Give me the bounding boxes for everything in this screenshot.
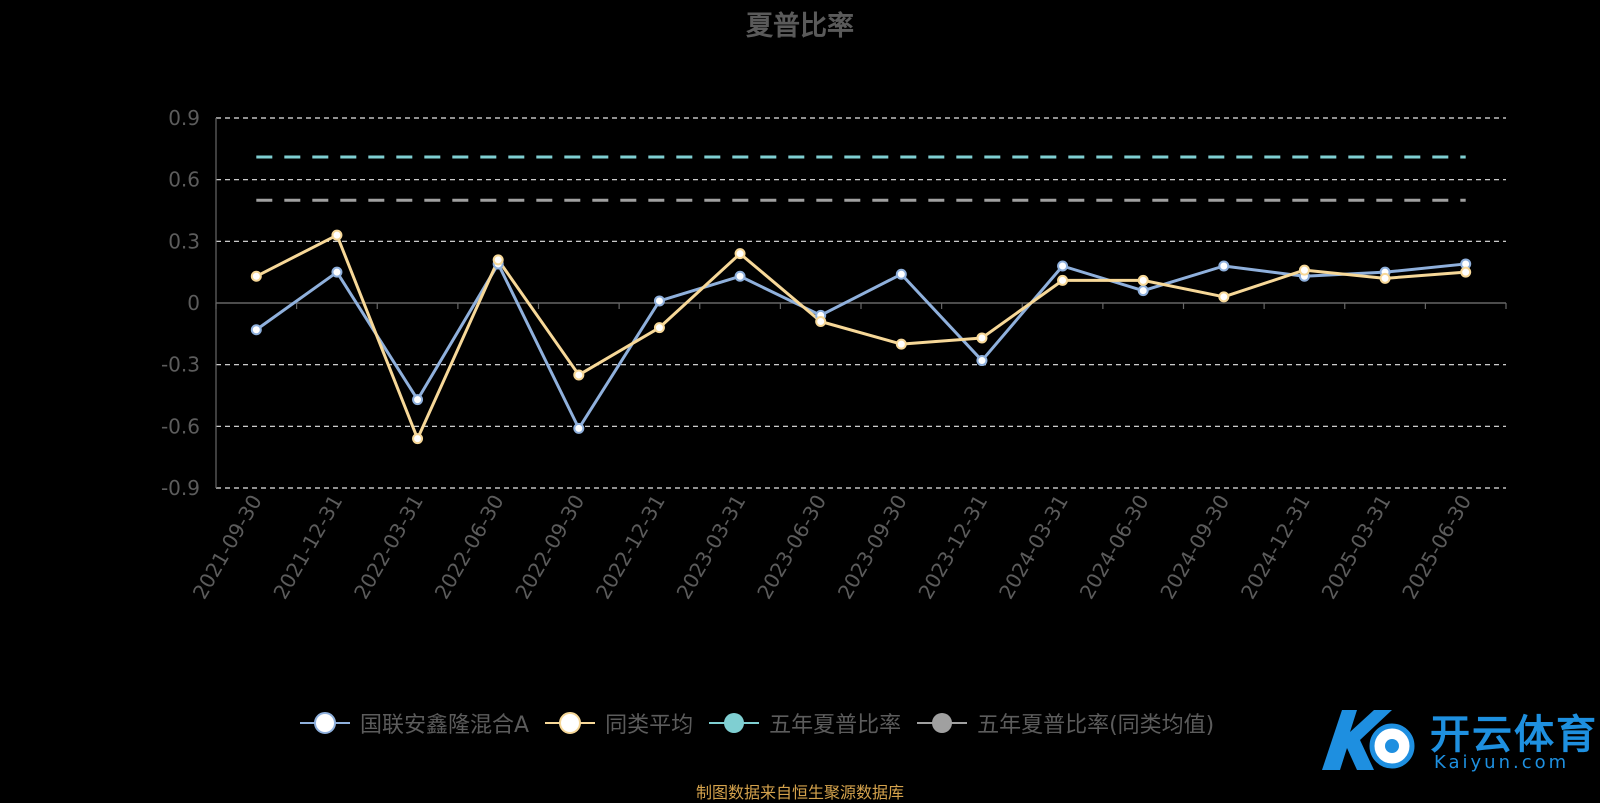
- x-tick-label: 2023-12-31: [913, 491, 992, 604]
- y-tick-label: 0.6: [168, 168, 200, 192]
- x-tick-label: 2022-03-31: [349, 491, 428, 604]
- data-point: [412, 433, 424, 445]
- legend-label: 五年夏普比率(同类均值): [977, 713, 1215, 738]
- legend-label: 国联安鑫隆混合A: [360, 713, 530, 738]
- x-tick-label: 2025-06-30: [1397, 491, 1476, 604]
- data-point: [250, 270, 262, 282]
- series-layer: [255, 155, 1466, 441]
- y-tick-label: -0.3: [161, 353, 200, 377]
- legend-line-circle-icon: [300, 712, 350, 734]
- x-tick-label: 2023-06-30: [752, 491, 831, 604]
- legend-label: 五年夏普比率: [769, 713, 902, 738]
- x-tick-label: 2024-12-31: [1236, 491, 1315, 604]
- x-tick-label: 2024-09-30: [1155, 491, 1234, 604]
- legend-item-five-year-sharpe-peer[interactable]: 五年夏普比率(同类均值): [917, 707, 1214, 739]
- grid-layer: [216, 117, 1506, 489]
- legend-item-five-year-sharpe[interactable]: 五年夏普比率: [709, 707, 901, 739]
- x-tick-label: 2022-12-31: [591, 491, 670, 604]
- legend-line-circle-icon: [709, 713, 760, 733]
- data-point: [1218, 291, 1230, 303]
- series-line-0: [255, 262, 1466, 430]
- data-point: [976, 332, 988, 344]
- data-point: [653, 295, 665, 307]
- data-point: [895, 338, 907, 350]
- y-tick-label: -0.6: [161, 414, 200, 438]
- data-point: [734, 270, 746, 282]
- watermark-brand: 开云体育: [1430, 712, 1598, 758]
- legend-item-peer-average[interactable]: 同类平均: [545, 707, 693, 739]
- y-tick-label: -0.9: [161, 476, 200, 500]
- data-point: [250, 324, 262, 336]
- y-tick-label: 0: [187, 291, 200, 315]
- data-point: [573, 422, 585, 434]
- source-note: 制图数据来自恒生聚源数据库: [695, 783, 904, 802]
- x-tick-label: 2023-09-30: [833, 491, 912, 604]
- x-tick-label: 2021-09-30: [188, 491, 267, 604]
- x-tick-label: 2021-12-31: [268, 491, 347, 604]
- y-tick-label: 0.9: [168, 106, 200, 130]
- x-tick-label: 2023-03-31: [671, 491, 750, 604]
- legend-line-circle-icon: [917, 713, 968, 733]
- legend-item-fund[interactable]: 国联安鑫隆混合A: [300, 707, 529, 739]
- data-point: [1379, 272, 1391, 284]
- data-point: [734, 248, 746, 260]
- legend-label: 同类平均: [605, 713, 694, 738]
- legend-line-circle-icon: [545, 712, 596, 734]
- chart-title: 夏普比率: [746, 11, 854, 42]
- watermark-logo: 开云体育 Kaiyun.com: [1312, 700, 1600, 785]
- x-tick-label: 2022-09-30: [510, 491, 589, 604]
- kaiyun-logo-icon: [1322, 710, 1415, 770]
- data-point: [1057, 274, 1069, 286]
- data-point: [1057, 260, 1069, 272]
- data-point: [331, 229, 343, 241]
- data-point: [1218, 260, 1230, 272]
- legend: 国联安鑫隆混合A 同类平均 五年夏普比率 五年夏普比率(同类均值): [300, 708, 1230, 738]
- data-point: [573, 369, 585, 381]
- x-tick-label: 2022-06-30: [430, 491, 509, 604]
- data-point: [1137, 274, 1149, 286]
- data-point: [1137, 285, 1149, 297]
- data-point: [653, 322, 665, 334]
- data-point: [976, 355, 988, 367]
- watermark-domain: Kaiyun.com: [1434, 752, 1570, 773]
- x-tick-label: 2024-06-30: [1075, 491, 1154, 604]
- x-tick-label: 2025-03-31: [1316, 491, 1395, 604]
- y-tick-label: 0.3: [168, 229, 200, 253]
- x-tick-label: 2024-03-31: [994, 491, 1073, 604]
- data-point: [1298, 264, 1310, 276]
- data-point: [815, 316, 827, 327]
- data-point: [412, 394, 424, 406]
- data-point: [1460, 266, 1472, 278]
- data-point: [492, 254, 504, 266]
- data-point: [895, 268, 907, 280]
- data-point: [331, 266, 343, 278]
- points-layer: [250, 229, 1472, 445]
- series-line-1: [255, 233, 1466, 441]
